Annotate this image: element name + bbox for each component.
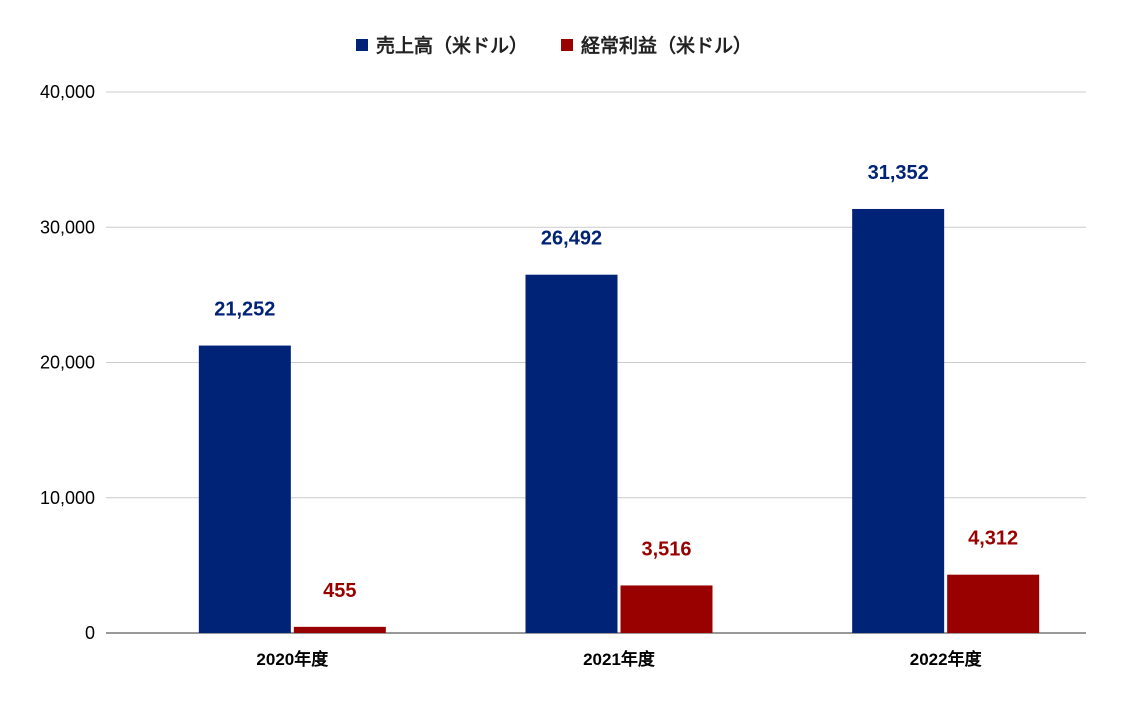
bars-layer bbox=[198, 208, 1040, 633]
data-label: 3,516 bbox=[641, 538, 691, 560]
data-label: 21,252 bbox=[214, 299, 275, 321]
x-tick-label: 2021年度 bbox=[583, 649, 656, 669]
y-tick-label: 20,000 bbox=[40, 353, 95, 373]
x-tick-label: 2022年度 bbox=[910, 649, 983, 669]
bar-profit-2 bbox=[947, 574, 1040, 633]
legend-label: 経常利益（米ドル） bbox=[581, 34, 752, 57]
bar-sales-0 bbox=[198, 345, 291, 633]
legend-swatch bbox=[561, 39, 573, 51]
y-tick-label: 30,000 bbox=[40, 217, 95, 237]
x-tick-label: 2020年度 bbox=[256, 649, 329, 669]
legend: 売上高（米ドル） 経常利益（米ドル） bbox=[356, 34, 752, 57]
bar-profit-0 bbox=[293, 626, 386, 633]
bar-profit-1 bbox=[620, 585, 713, 633]
y-tick-label: 40,000 bbox=[40, 82, 95, 102]
legend-swatch bbox=[356, 39, 368, 51]
data-label: 26,492 bbox=[541, 228, 602, 250]
labels-layer: 0 10,000 20,000 30,000 40,000 21,252 455 2020年度… bbox=[40, 82, 1018, 669]
y-tick-label: 0 bbox=[85, 623, 95, 643]
y-tick-label: 10,000 bbox=[40, 488, 95, 508]
data-label: 455 bbox=[323, 580, 356, 602]
bar-sales-1 bbox=[525, 274, 618, 633]
legend-label: 売上高（米ドル） bbox=[376, 34, 528, 57]
bar-sales-2 bbox=[852, 208, 945, 633]
data-label: 4,312 bbox=[968, 528, 1018, 550]
data-label: 31,352 bbox=[868, 162, 929, 184]
